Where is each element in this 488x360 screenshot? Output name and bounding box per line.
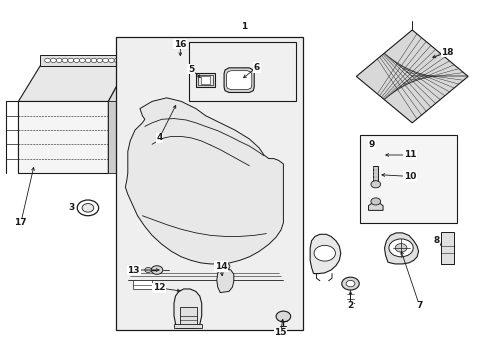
Text: 3: 3: [69, 203, 75, 212]
Polygon shape: [171, 55, 186, 75]
Circle shape: [134, 96, 138, 99]
Text: 12: 12: [153, 283, 165, 292]
Circle shape: [370, 198, 380, 205]
Circle shape: [62, 58, 68, 63]
Text: 10: 10: [403, 172, 415, 181]
Circle shape: [82, 203, 94, 212]
Polygon shape: [116, 37, 302, 330]
Bar: [188, 42, 295, 102]
Circle shape: [134, 127, 138, 130]
Polygon shape: [384, 233, 418, 264]
Circle shape: [346, 280, 354, 287]
Circle shape: [97, 58, 102, 63]
Text: 14: 14: [214, 262, 227, 271]
Text: 9: 9: [368, 140, 374, 149]
Circle shape: [44, 58, 50, 63]
Polygon shape: [356, 30, 467, 123]
Polygon shape: [226, 71, 251, 90]
Circle shape: [134, 120, 138, 122]
Circle shape: [108, 58, 114, 63]
Circle shape: [120, 58, 125, 63]
Text: 2: 2: [346, 301, 353, 310]
Polygon shape: [19, 102, 108, 173]
Polygon shape: [125, 98, 283, 264]
Circle shape: [74, 58, 80, 63]
Text: 11: 11: [403, 150, 415, 159]
Circle shape: [134, 111, 138, 113]
Circle shape: [85, 58, 91, 63]
Text: 16: 16: [174, 40, 186, 49]
Polygon shape: [171, 104, 181, 126]
Text: 6: 6: [253, 63, 259, 72]
Circle shape: [68, 58, 74, 63]
Ellipse shape: [370, 153, 380, 157]
Polygon shape: [368, 203, 382, 210]
Text: 15: 15: [274, 328, 286, 337]
Bar: [198, 75, 212, 85]
Bar: [196, 73, 215, 87]
Bar: [441, 232, 453, 264]
Polygon shape: [40, 55, 127, 66]
Circle shape: [50, 58, 56, 63]
Circle shape: [91, 58, 97, 63]
Polygon shape: [174, 324, 201, 328]
Text: 7: 7: [415, 301, 422, 310]
Text: 5: 5: [187, 65, 194, 74]
Circle shape: [394, 244, 406, 252]
Polygon shape: [108, 66, 127, 173]
Circle shape: [276, 311, 290, 322]
Text: 17: 17: [15, 219, 27, 228]
Text: 1: 1: [241, 22, 247, 31]
Circle shape: [313, 246, 335, 261]
Bar: [132, 280, 152, 289]
Ellipse shape: [366, 152, 384, 158]
Polygon shape: [127, 91, 152, 137]
Text: 8: 8: [432, 236, 439, 245]
Circle shape: [370, 181, 380, 188]
Bar: [360, 135, 457, 223]
Text: 4: 4: [156, 133, 163, 142]
Bar: [201, 76, 210, 84]
Polygon shape: [224, 68, 254, 93]
Circle shape: [114, 58, 120, 63]
Circle shape: [134, 104, 138, 107]
Circle shape: [151, 266, 163, 274]
Polygon shape: [108, 102, 116, 173]
Circle shape: [388, 239, 412, 257]
Bar: [173, 100, 180, 109]
Polygon shape: [309, 234, 340, 274]
Circle shape: [79, 58, 85, 63]
Circle shape: [56, 58, 62, 63]
Circle shape: [220, 263, 229, 270]
Circle shape: [341, 277, 359, 290]
Polygon shape: [142, 139, 157, 158]
Bar: [372, 166, 377, 184]
Circle shape: [102, 58, 108, 63]
Text: 13: 13: [127, 266, 140, 275]
Text: 18: 18: [441, 48, 453, 57]
Polygon shape: [174, 289, 201, 328]
Bar: [180, 307, 197, 327]
Circle shape: [77, 200, 99, 216]
Circle shape: [144, 267, 151, 273]
Polygon shape: [216, 269, 233, 293]
Polygon shape: [19, 66, 127, 102]
